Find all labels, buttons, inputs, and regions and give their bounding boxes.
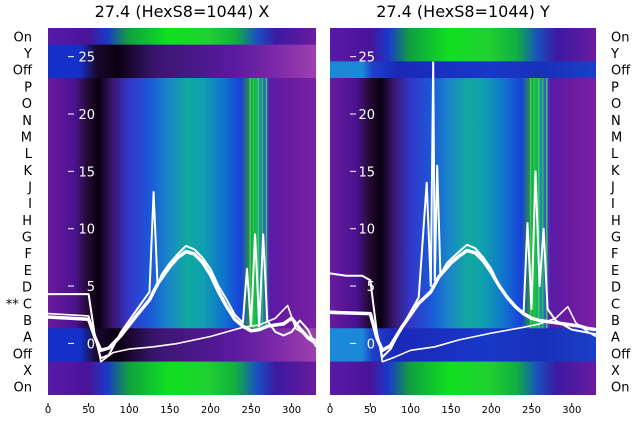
row-label: F [611,247,618,262]
y-tick-label: 5 [87,280,95,295]
row-label: On [611,381,629,396]
heatmap-stripe [265,78,268,329]
row-label: ** C [6,297,32,312]
heatmap-band-on-bottom [48,361,316,395]
row-label: N [611,114,621,129]
row-label: G [611,231,621,246]
row-label: Off [13,347,33,362]
row-label: On [611,30,629,45]
row-label: G [22,231,32,246]
series-line-1 [329,61,597,359]
heatmap-stripe [252,78,255,329]
x-tick-label: 50 [364,405,377,416]
row-label: On [14,30,32,45]
row-label: F [25,247,32,262]
row-label: H [611,214,621,229]
x-tick-label: 200 [201,405,220,416]
row-label: Off [13,64,33,79]
heatmap-band-on-bottom [330,361,596,395]
heatmap-stripe [537,78,540,329]
row-label: L [25,147,33,162]
series-line-2 [47,249,318,353]
x-tick-label: 150 [441,405,460,416]
row-label: C [611,297,620,312]
row-label: O [22,97,32,112]
x-tick-label: 300 [282,405,301,416]
heatmap-stripe [257,78,260,329]
row-label: On [14,381,32,396]
y-tick-label: 25 [78,51,95,66]
heatmap-stripe [546,78,548,329]
series-line-1 [48,191,317,360]
y-tick-label: 0 [87,337,95,352]
heatmap-stripe [541,78,544,329]
heatmap-stripe [249,78,251,329]
heatmap-stripe [261,78,264,329]
row-label: Y [610,47,619,62]
row-label: D [611,281,621,296]
x-tick-label: 250 [522,405,541,416]
x-tick-label: 100 [401,405,420,416]
series-line-3 [329,305,597,363]
row-label: J [610,180,615,195]
row-label: B [23,314,32,329]
row-label: L [611,147,619,162]
y-tick-label: 25 [358,51,375,66]
row-label: I [611,197,615,212]
row-label: Off [611,64,631,79]
y-tick-label: 15 [78,165,95,180]
row-label: O [611,97,621,112]
row-label: P [24,80,32,95]
y-tick-label: 10 [358,223,375,238]
x-tick-label: 0 [45,405,51,416]
row-label: M [611,130,622,145]
x-tick-label: 100 [120,405,139,416]
chart-title: 27.4 (HexS8=1044) Y [376,2,550,21]
x-tick-label: 300 [562,405,581,416]
row-label: K [23,164,32,179]
row-label: Off [611,347,631,362]
y-tick-label: 20 [358,108,375,123]
row-label: E [24,264,32,279]
y-tick-label: 15 [358,165,375,180]
row-label: J [27,180,32,195]
x-tick-label: 150 [160,405,179,416]
row-label: D [22,281,32,296]
row-label: A [23,331,32,346]
heatmap-band-y-top [330,28,596,62]
row-label: M [21,130,32,145]
heatmap-band-on-top [48,28,316,45]
row-label: H [22,214,32,229]
row-label: P [611,80,619,95]
row-label: E [611,264,619,279]
x-tick-label: 0 [327,405,333,416]
row-label: I [28,197,32,212]
row-label: K [611,164,620,179]
series-line-2 [329,248,597,353]
y-tick-label: 10 [78,223,95,238]
row-label: X [23,364,32,379]
chart-title: 27.4 (HexS8=1044) X [95,2,270,21]
row-label: A [611,331,620,346]
y-tick-label: 0 [367,337,375,352]
series-line-3 [47,304,317,363]
row-label: X [611,364,620,379]
y-tick-label: 5 [367,280,375,295]
row-label: N [22,114,32,129]
x-tick-label: 250 [241,405,260,416]
row-label: Y [23,47,32,62]
y-tick-label: 20 [78,108,95,123]
x-tick-label: 50 [82,405,95,416]
heatmap-band-off-top [48,44,316,79]
x-tick-label: 200 [482,405,501,416]
row-label: B [611,314,620,329]
heatmap-stripe [529,78,532,329]
